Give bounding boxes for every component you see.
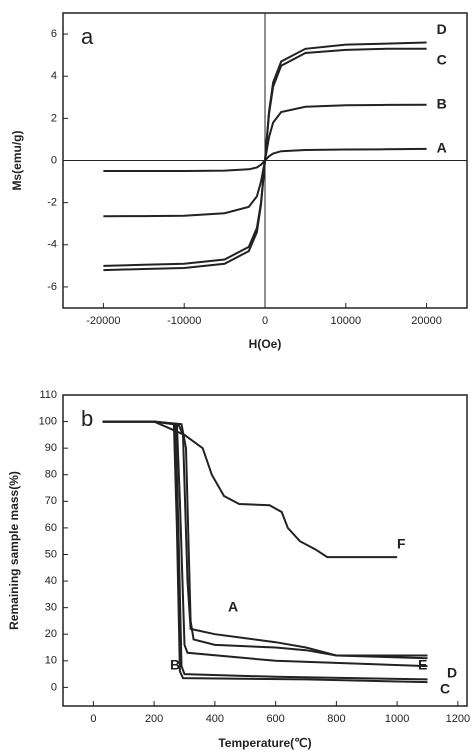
y-tick-label: 70	[45, 495, 57, 507]
x-tick-label: 0	[90, 713, 96, 725]
curve-label: F	[397, 536, 406, 552]
panel-label: b	[81, 406, 93, 431]
x-tick-label: 800	[327, 713, 345, 725]
x-tick-label: 0	[262, 315, 268, 327]
y-tick-label: 100	[39, 415, 57, 427]
curve-label: C	[440, 681, 450, 697]
y-tick-label: 20	[45, 628, 57, 640]
y-tick-label: 30	[45, 602, 57, 614]
data-line	[102, 420, 428, 684]
y-axis-label: Ms(emu/g)	[10, 130, 24, 190]
x-tick-label: -10000	[167, 315, 201, 327]
data-line	[102, 420, 398, 559]
y-tick-label: 90	[45, 442, 57, 454]
y-tick-label: 80	[45, 469, 57, 481]
y-tick-label: 2	[51, 112, 57, 124]
curve-label: B	[437, 95, 447, 111]
y-tick-label: 60	[45, 522, 57, 534]
data-line	[103, 41, 427, 272]
curve-label: A	[437, 140, 447, 156]
x-tick-label: -20000	[86, 315, 120, 327]
y-tick-label: -2	[47, 197, 57, 209]
x-tick-label: 200	[145, 713, 163, 725]
y-tick-label: 6	[51, 28, 57, 40]
x-tick-label: 1000	[385, 713, 409, 725]
y-tick-label: 0	[51, 154, 57, 166]
curve-label: D	[447, 665, 457, 681]
x-tick-label: 1200	[446, 713, 470, 725]
curve-label: B	[170, 657, 180, 673]
x-tick-label: 10000	[331, 315, 362, 327]
plot-frame	[62, 394, 468, 707]
y-tick-label: -4	[47, 239, 57, 251]
x-axis-label: H(Oe)	[249, 337, 282, 351]
y-tick-label: 4	[51, 70, 57, 82]
x-tick-label: 20000	[411, 315, 442, 327]
x-tick-label: 600	[266, 713, 284, 725]
curve-label: C	[437, 52, 447, 68]
x-tick-label: 400	[206, 713, 224, 725]
y-axis-label: Remaining sample mass(%)	[7, 471, 21, 630]
panel-label: a	[81, 24, 94, 49]
curve-label: A	[228, 599, 238, 615]
y-tick-label: 110	[39, 389, 57, 401]
y-tick-label: 10	[45, 655, 57, 667]
y-tick-label: -6	[47, 281, 57, 293]
data-line	[102, 420, 428, 668]
y-tick-label: 0	[51, 681, 57, 693]
y-tick-label: 40	[45, 575, 57, 587]
y-tick-label: 50	[45, 548, 57, 560]
curve-label: E	[418, 657, 427, 673]
data-line	[102, 420, 428, 657]
curve-label: D	[437, 21, 447, 37]
x-axis-label: Temperature(℃)	[218, 736, 311, 750]
data-line	[102, 420, 428, 660]
